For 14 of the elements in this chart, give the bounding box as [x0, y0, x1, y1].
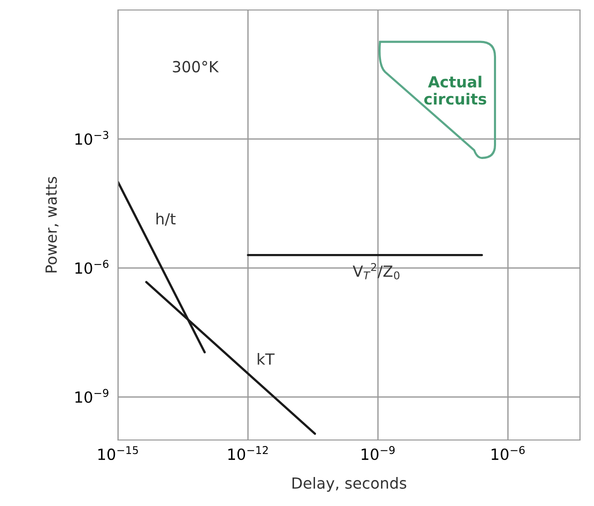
series-label: h/t	[156, 212, 176, 226]
x-axis-title: Delay, seconds	[292, 477, 406, 492]
y-tick-label: 10$^{−9}$	[75, 388, 108, 403]
series-label: V$_{T}$$^{2}$/Z$_{0}$	[352, 262, 400, 280]
annotation: Actual circuits	[424, 76, 486, 105]
y-axis-title: Power, watts	[46, 176, 58, 272]
x-tick-label: 10$^{−15}$	[98, 446, 138, 460]
x-tick-label: 10$^{−12}$	[228, 446, 268, 460]
annotation: 300°K	[172, 60, 219, 72]
x-tick-label: 10$^{−9}$	[362, 446, 395, 460]
y-tick-label: 10$^{−6}$	[75, 260, 108, 274]
series-label: kT	[258, 352, 275, 365]
y-tick-label: 10$^{−3}$	[75, 130, 108, 145]
x-tick-label: 10$^{−6}$	[492, 446, 525, 460]
